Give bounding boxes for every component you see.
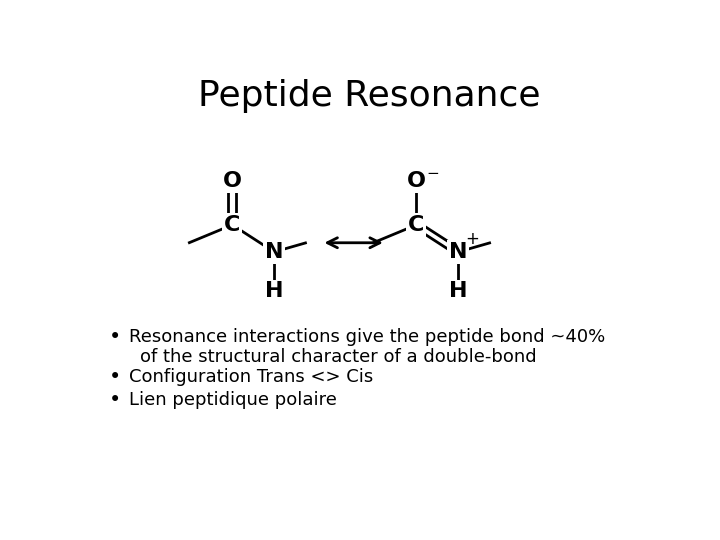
Text: C: C bbox=[224, 215, 240, 235]
Text: O: O bbox=[407, 171, 426, 191]
Text: of the structural character of a double-bond: of the structural character of a double-… bbox=[140, 348, 537, 366]
Text: Configuration Trans <> Cis: Configuration Trans <> Cis bbox=[129, 368, 373, 387]
Text: H: H bbox=[449, 281, 467, 301]
Text: Lien peptidique polaire: Lien peptidique polaire bbox=[129, 390, 337, 409]
Text: N: N bbox=[265, 242, 284, 262]
Text: O: O bbox=[222, 171, 242, 191]
Text: •: • bbox=[109, 327, 121, 347]
Text: N: N bbox=[449, 242, 467, 262]
Text: •: • bbox=[109, 389, 121, 409]
Text: +: + bbox=[465, 231, 480, 248]
Text: H: H bbox=[265, 281, 284, 301]
Text: −: − bbox=[427, 166, 439, 181]
Text: Resonance interactions give the peptide bond ~40%: Resonance interactions give the peptide … bbox=[129, 328, 606, 346]
Text: C: C bbox=[408, 215, 425, 235]
Text: •: • bbox=[109, 368, 121, 388]
Text: Peptide Resonance: Peptide Resonance bbox=[198, 79, 540, 113]
